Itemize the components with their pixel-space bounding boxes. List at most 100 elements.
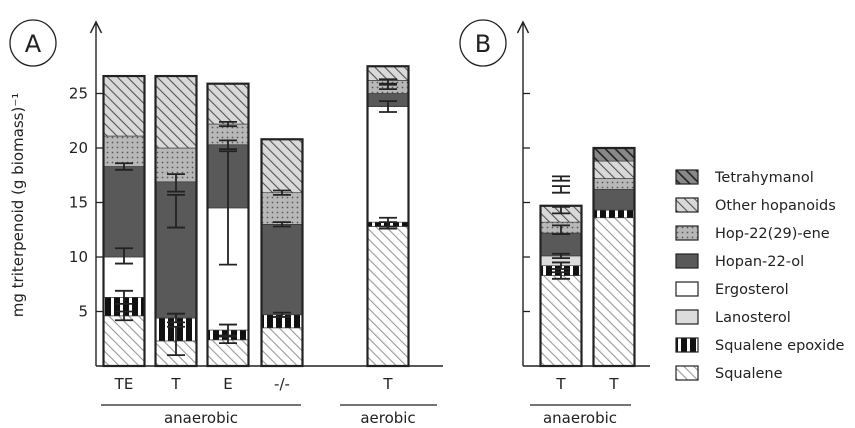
y-axis-label: mg triterpenoid (g biomass)⁻¹	[9, 93, 27, 318]
bar-segment-a-5-other-hopanoids	[367, 65, 409, 81]
error-bars-a	[115, 78, 397, 357]
panel-a-badge	[9, 19, 57, 67]
bar-outline-a-2	[206, 82, 250, 368]
error-bar-b-2	[552, 261, 570, 270]
y-axis-b-arrow	[516, 20, 530, 34]
legend-label-other-hopanoids: Other hopanoids	[715, 198, 836, 214]
legend-swatch-squalene	[675, 365, 699, 381]
legend-label-squalene: Squalene	[715, 366, 783, 382]
legend-swatch-hopan-22-ol	[675, 253, 699, 269]
bar-outline-a-0	[102, 74, 146, 368]
error-bar-a-1	[115, 247, 133, 265]
bar-segment-a-0-other-hopanoids	[103, 75, 145, 137]
y-ticks-b	[523, 92, 530, 313]
legend-item-hopan-22-ol: Hopan-22-ol	[675, 253, 804, 270]
legend-swatch-squalene-epoxide	[675, 337, 699, 353]
legend-label-hopan-22-ol: Hopan-22-ol	[715, 254, 804, 270]
bar-outline-b-1	[592, 146, 636, 368]
error-bar-b-5	[552, 185, 570, 194]
legend-item-ergosterol: Ergosterol	[675, 281, 789, 298]
error-bar-b-6	[552, 205, 570, 215]
legend-label-tetrahymanol: Tetrahymanol	[714, 170, 814, 186]
bar-segment-b-1-other-hopanoids	[593, 160, 635, 179]
bar-segment-a-3-hop-22-29-ene	[261, 192, 303, 225]
bars-a	[102, 65, 410, 368]
legend-label-lanosterol: Lanosterol	[715, 310, 791, 326]
legend-item-squalene-epoxide: Squalene epoxide	[675, 337, 845, 354]
error-bar-a-0	[115, 162, 133, 171]
group-label-a-aerobic: aerobic	[360, 409, 415, 427]
panel-a: A mg triterpenoid (g biomass)⁻¹ 5 10 15 20 2…	[9, 19, 443, 427]
y-tick-label-25: 25	[69, 85, 88, 103]
bar-segment-b-1-squalene	[593, 217, 635, 367]
legend-item-lanosterol: Lanosterol	[675, 309, 791, 326]
x-tick-label-a-3-none: -/-	[274, 375, 290, 393]
error-bar-b-4	[552, 175, 570, 182]
y-axis-a-arrow	[89, 20, 103, 34]
legend-item-other-hopanoids: Other hopanoids	[675, 197, 836, 214]
error-bar-a-10	[219, 150, 237, 266]
bars-b	[539, 146, 636, 368]
group-label-a-anaerobic: anaerobic	[164, 409, 238, 427]
bar-segment-a-3-squalene	[261, 327, 303, 367]
error-bar-b-1	[552, 252, 570, 259]
x-tick-label-a-1-t: T	[170, 375, 181, 393]
legend-label-hop-22-29-ene: Hop-22(29)-ene	[715, 226, 830, 242]
bar-segment-b-0-hopan-22-ol	[540, 232, 582, 257]
error-bars-b	[552, 175, 570, 280]
legend-item-hop-22-29-ene: Hop-22(29)-ene	[675, 225, 830, 242]
legend-label-ergosterol: Ergosterol	[715, 282, 789, 298]
legend-swatch-other-hopanoids	[675, 197, 699, 213]
error-bar-a-8	[219, 120, 237, 128]
bar-outline-a-1	[154, 74, 198, 368]
legend-swatch-lanosterol	[675, 309, 699, 325]
y-tick-label-5: 5	[78, 303, 88, 321]
error-bar-a-7	[167, 325, 185, 357]
error-bar-b-3	[552, 271, 570, 280]
error-bar-a-2	[115, 289, 133, 305]
error-bar-a-14	[273, 221, 291, 228]
error-bar-a-9	[219, 139, 237, 150]
bar-segment-a-3-hopan-22-ol	[261, 224, 303, 316]
x-tick-label-a-0-te: TE	[114, 375, 134, 393]
x-tick-label-b-1-t: T	[608, 375, 619, 393]
bar-segment-a-5-squalene	[367, 226, 409, 367]
error-bar-a-3	[115, 310, 133, 322]
error-bar-a-20	[379, 221, 397, 230]
error-bar-a-15	[273, 311, 291, 318]
x-tick-label-a-5-t: T	[382, 375, 393, 393]
y-tick-label-10: 10	[69, 248, 88, 266]
legend-swatch-ergosterol	[675, 281, 699, 297]
bar-segment-a-0-hop-22-29-ene	[103, 135, 145, 167]
error-bar-a-6	[167, 312, 185, 324]
bar-segment-b-0-squalene	[540, 275, 582, 367]
x-tick-labels-a: TE T E -/- T	[114, 375, 394, 393]
legend-item-tetrahymanol: Tetrahymanol	[675, 169, 814, 186]
bar-segment-a-0-squalene	[103, 315, 145, 367]
bar-outline-b-0	[539, 204, 583, 368]
bar-outline-a-5	[366, 65, 410, 368]
error-bar-a-12	[219, 335, 237, 345]
legend-label-squalene-epoxide: Squalene epoxide	[715, 338, 845, 354]
x-tick-label-b-0-t: T	[555, 375, 566, 393]
bar-segment-a-0-hopan-22-ol	[103, 166, 145, 258]
error-bar-a-5	[167, 193, 185, 229]
bar-segment-a-1-other-hopanoids	[155, 75, 197, 149]
x-tick-label-a-2-e: E	[223, 375, 232, 393]
bar-segment-b-1-hopan-22-ol	[593, 189, 635, 211]
bar-outline-a-3	[260, 138, 304, 368]
legend-swatch-hop-22-29-ene	[675, 225, 699, 241]
bar-segment-a-3-other-hopanoids	[261, 138, 303, 193]
y-tick-label-20: 20	[69, 139, 88, 157]
error-bar-a-17	[379, 83, 397, 91]
bar-segment-a-2-other-hopanoids	[207, 83, 249, 125]
error-bar-a-13	[273, 189, 291, 196]
group-label-b-anaerobic: anaerobic	[543, 409, 617, 427]
panel-b-badge	[459, 19, 507, 67]
bar-segment-b-1-hop-22-29-ene	[593, 178, 635, 190]
error-bar-a-18	[379, 100, 397, 113]
legend-swatch-tetrahymanol	[675, 169, 699, 185]
